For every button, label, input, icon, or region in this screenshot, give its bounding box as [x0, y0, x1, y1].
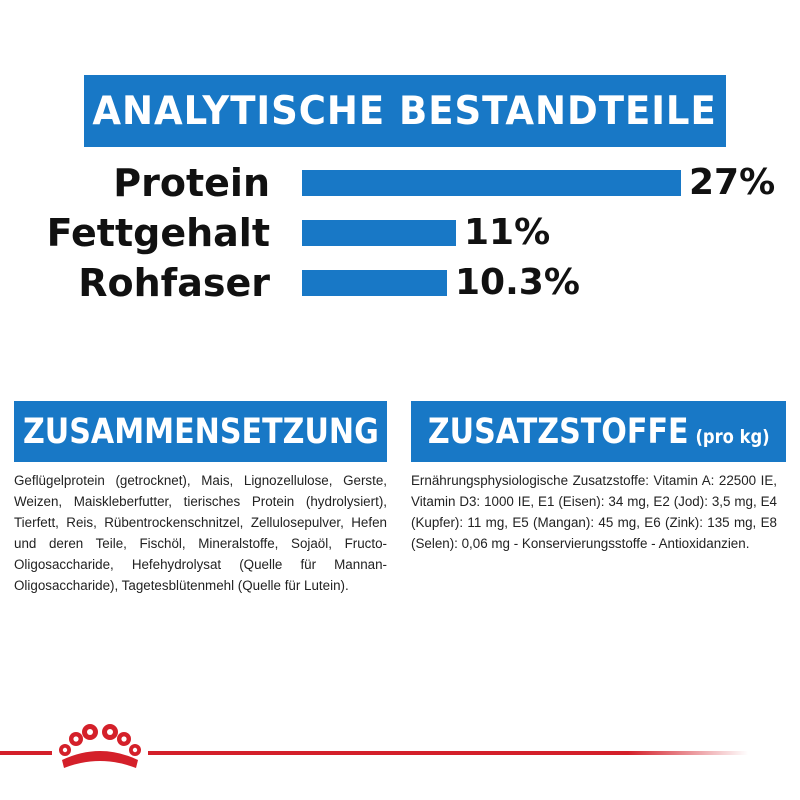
nutrient-label: Rohfaser: [78, 261, 270, 305]
footer-line-right: [148, 751, 748, 755]
nutrient-row: Fettgehalt 11%: [0, 208, 800, 258]
additives-header: ZUSATZSTOFFE (pro kg): [411, 401, 786, 462]
nutrient-value: 11%: [464, 212, 551, 253]
royal-canin-crown-icon: [59, 724, 141, 768]
nutrient-label: Fettgehalt: [46, 211, 270, 255]
composition-header: ZUSAMMENSETZUNG: [14, 401, 387, 462]
additives-title-wrap: ZUSATZSTOFFE (pro kg): [428, 412, 770, 452]
nutrient-value: 10.3%: [455, 262, 580, 303]
nutrient-value: 27%: [689, 162, 776, 203]
composition-text: Geflügelprotein (getrocknet), Mais, Lign…: [14, 473, 387, 593]
nutrient-row: Rohfaser 10.3%: [0, 258, 800, 308]
nutrient-bar: [302, 220, 456, 246]
footer-line-left: [0, 751, 52, 755]
composition-title: ZUSAMMENSETZUNG: [22, 411, 379, 452]
additives-text: Ernährungsphysiologische Zusatzstoffe: V…: [411, 473, 777, 551]
analysis-title: ANALYTISCHE BESTANDTEILE: [92, 88, 718, 134]
nutrient-label: Protein: [113, 161, 270, 205]
analysis-banner: ANALYTISCHE BESTANDTEILE: [84, 75, 726, 147]
nutrient-bar: [302, 170, 681, 196]
nutrient-row: Protein 27%: [0, 158, 800, 208]
additives-subtitle: (pro kg): [695, 425, 770, 448]
nutrient-bar: [302, 270, 447, 296]
additives-title: ZUSATZSTOFFE: [427, 411, 689, 452]
